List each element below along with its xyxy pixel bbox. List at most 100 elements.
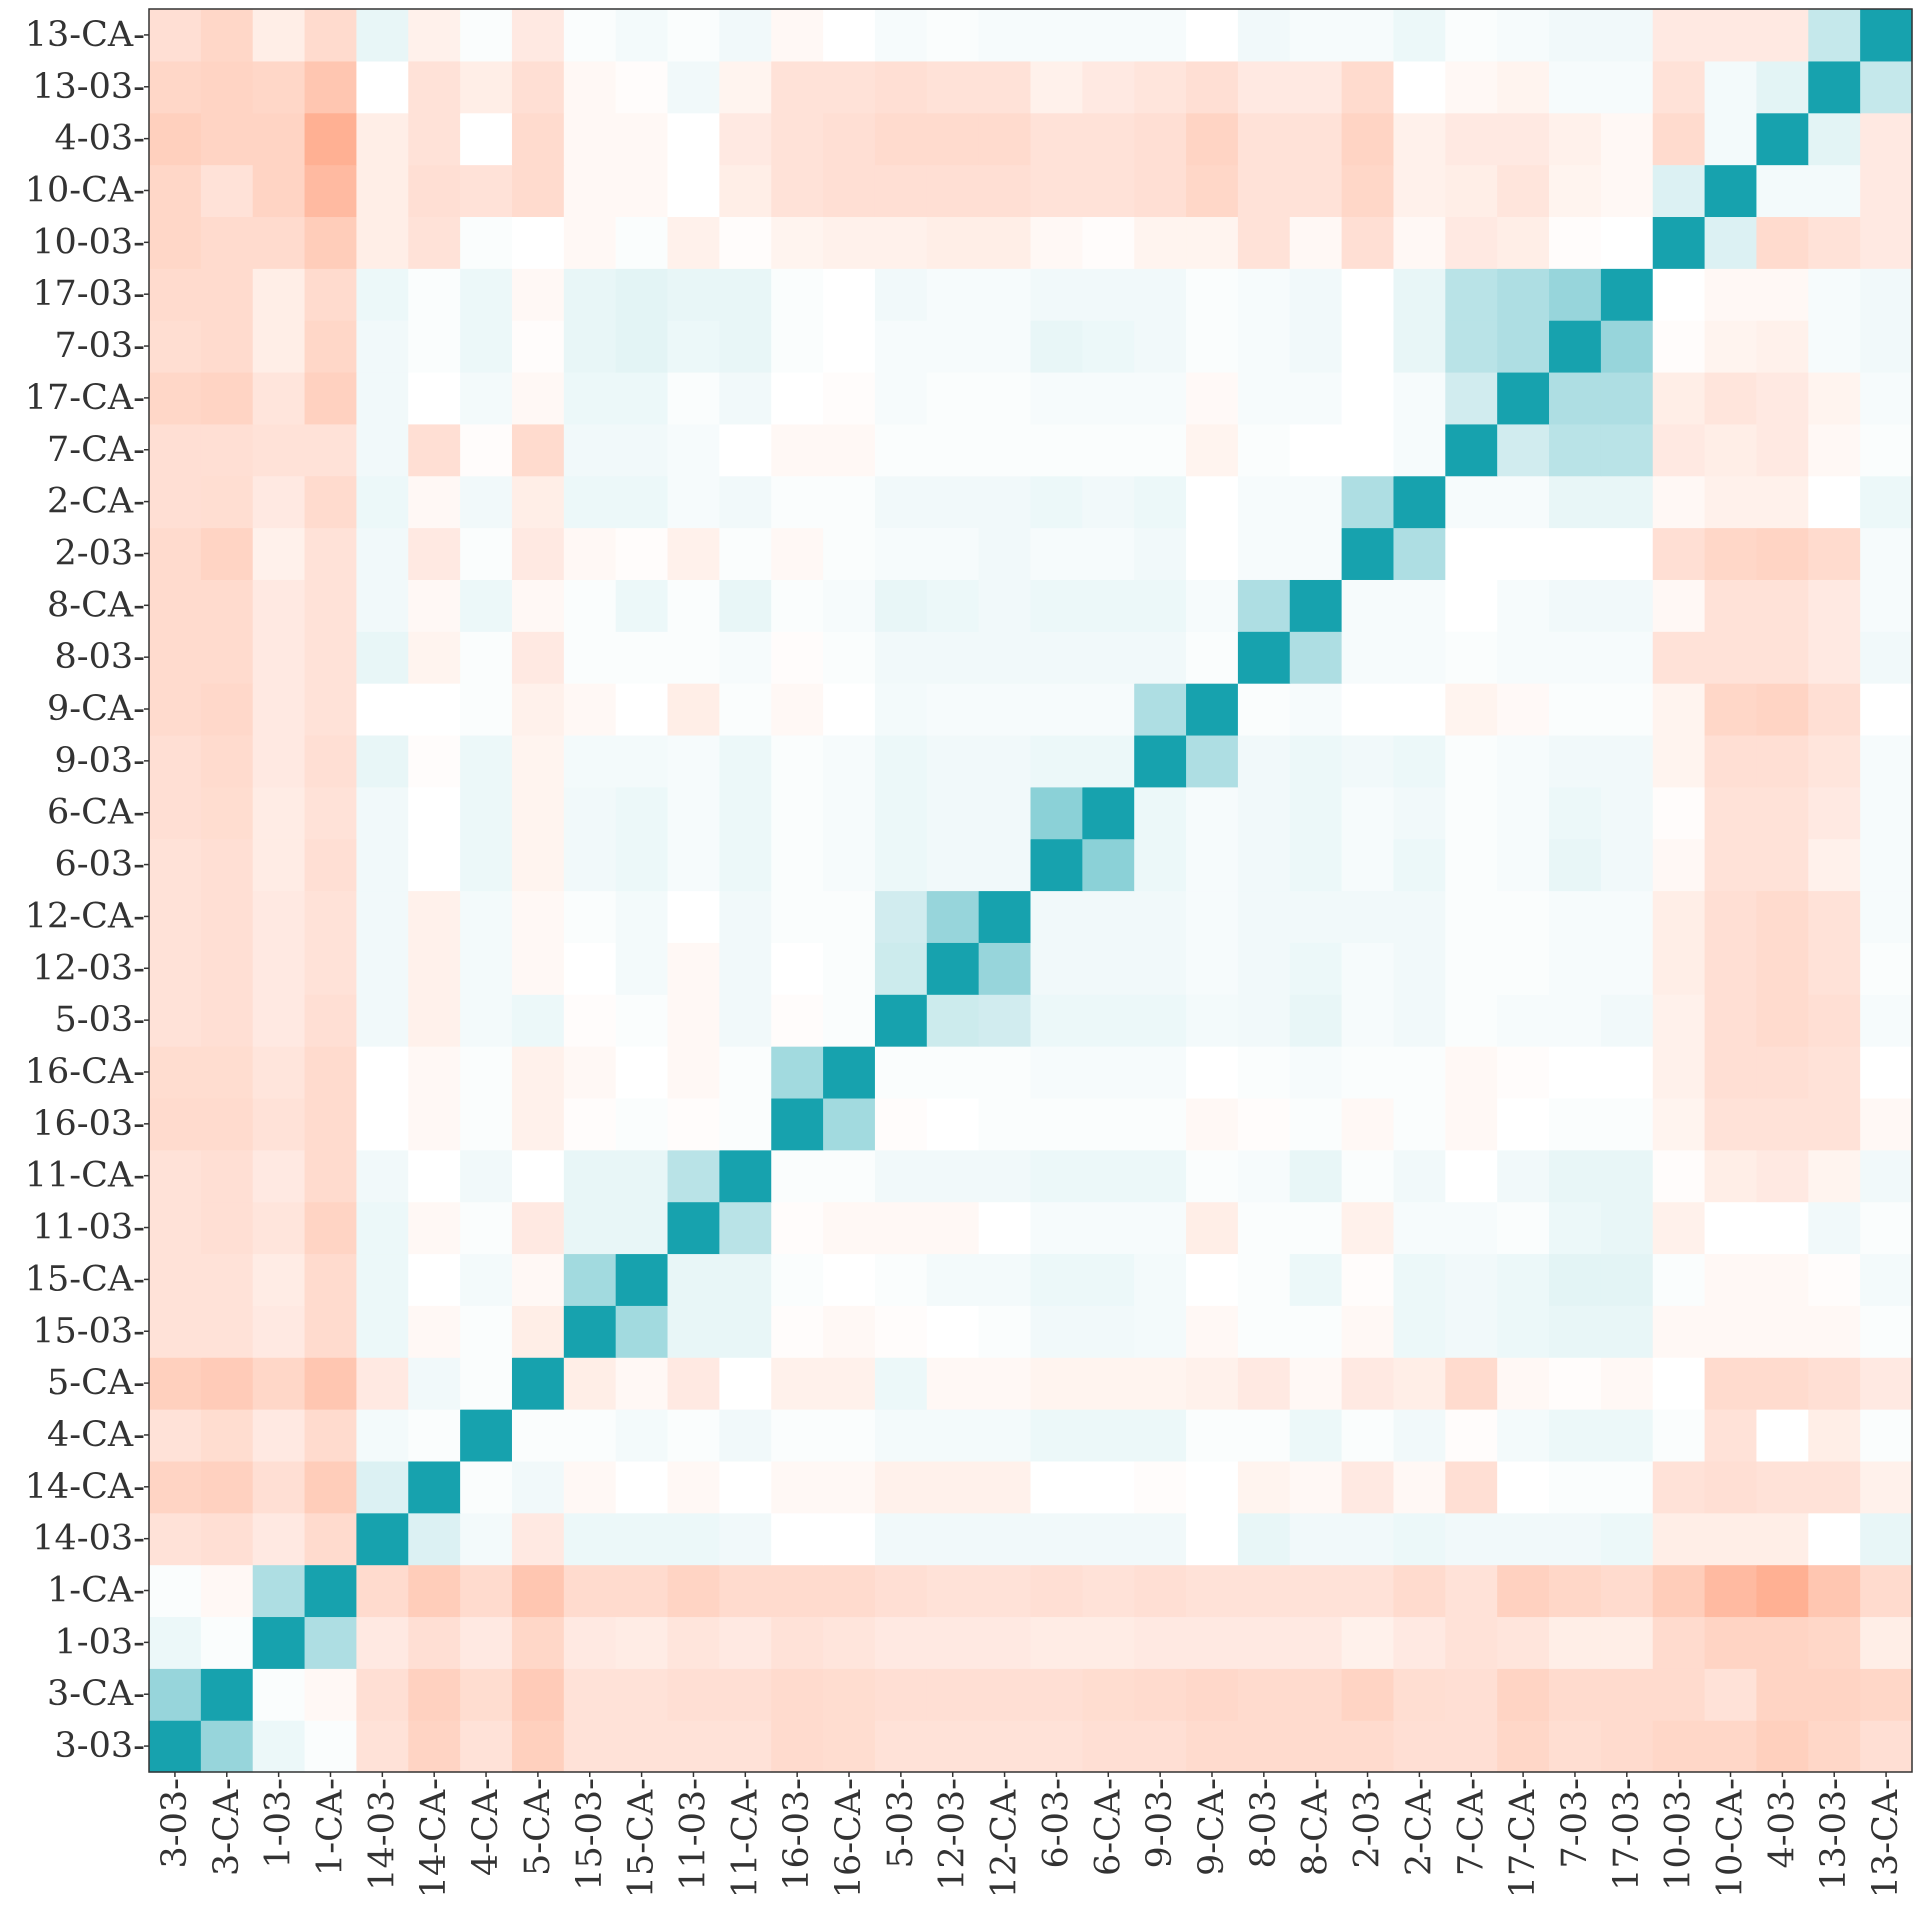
heatmap-cell [1134,371,1187,425]
heatmap-cell [874,994,928,1047]
heatmap-cell [408,1046,461,1099]
heatmap-cell [408,1253,461,1306]
heatmap-cell [1652,112,1706,166]
heatmap-cell [926,1201,980,1255]
heatmap-cell [926,112,980,166]
heatmap-cell [926,838,980,892]
heatmap-cell [719,942,772,995]
heatmap-cell [563,112,617,166]
heatmap-cell [1030,320,1083,373]
heatmap-cell [252,60,306,114]
heatmap-cell [1134,423,1187,477]
heatmap-cell [1549,786,1602,840]
heatmap-cell [1393,1149,1446,1203]
heatmap-cell [460,1097,513,1151]
x-tick-label: 12-03- [933,1778,973,1891]
heatmap-cell [200,734,254,788]
heatmap-cell [1497,942,1550,995]
heatmap-cell [460,164,513,218]
x-tick-label: 10-03- [1659,1778,1699,1891]
heatmap-cell [1341,1668,1395,1721]
heatmap-cell [511,1409,565,1462]
heatmap-cell [874,9,928,62]
heatmap-cell [460,1616,513,1669]
heatmap-cell [1134,579,1187,632]
heatmap-cell [1860,734,1913,788]
heatmap-cell [200,268,254,321]
heatmap-cell [1341,1201,1395,1255]
heatmap-cell [771,890,824,943]
heatmap-cell [719,1668,772,1721]
heatmap-cell [304,527,358,580]
heatmap-cell [1756,1564,1809,1618]
heatmap-cell [667,1720,720,1773]
heatmap-cell [1393,527,1446,580]
heatmap-cell [1600,320,1654,373]
heatmap-cell [1082,1046,1135,1099]
heatmap-cell [149,1409,202,1462]
heatmap-cell [1289,1201,1343,1255]
heatmap-cell [356,527,409,580]
heatmap-cell [667,1149,720,1203]
heatmap-cell [771,527,824,580]
heatmap-cell [1030,1564,1083,1618]
heatmap-cell [1289,1149,1343,1203]
heatmap-cell [1497,9,1550,62]
heatmap-cell [563,527,617,580]
heatmap-cell [667,1616,720,1669]
heatmap-cell [1030,734,1083,788]
heatmap-cell [823,942,876,995]
heatmap-cell [1860,1305,1913,1358]
heatmap-cell [1393,1201,1446,1255]
heatmap-cell [667,60,720,114]
heatmap-cell [1289,1720,1343,1773]
heatmap-cell [408,112,461,166]
heatmap-cell [200,1046,254,1099]
heatmap-cell [1652,890,1706,943]
heatmap-cell [1134,734,1187,788]
heatmap-cell [1237,1253,1291,1306]
heatmap-cell [1237,527,1291,580]
heatmap-cell [1445,1357,1498,1410]
heatmap-cell [1497,216,1550,269]
heatmap-cell [1652,1253,1706,1306]
heatmap-cell [1860,1616,1913,1669]
heatmap-cell [1030,1253,1083,1306]
heatmap-cell [408,1460,461,1514]
heatmap-cell [1082,942,1135,995]
heatmap-cell [719,1616,772,1669]
heatmap-cell [1237,475,1291,529]
heatmap-cell [1704,631,1758,684]
heatmap-cell [252,371,306,425]
heatmap-cell [1186,527,1239,580]
heatmap-cell [200,371,254,425]
heatmap-cell [874,60,928,114]
heatmap-cell [304,1201,358,1255]
heatmap-cell [1549,579,1602,632]
heatmap-cell [149,1253,202,1306]
heatmap-cell [615,1512,669,1566]
heatmap-cell [1030,112,1083,166]
heatmap-cell [1082,1097,1135,1151]
heatmap-cell [1549,527,1602,580]
heatmap-cell [771,683,824,736]
heatmap-cell [1134,1616,1187,1669]
heatmap-cell [1030,60,1083,114]
heatmap-cell [719,890,772,943]
heatmap-cell [1808,112,1861,166]
heatmap-cell [563,1305,617,1358]
heatmap-cell [304,1305,358,1358]
y-tick-label: 1-CA- [47,1571,145,1611]
heatmap-cell [1186,890,1239,943]
heatmap-cell [1808,9,1861,62]
heatmap-cell [304,838,358,892]
heatmap-cell [823,1149,876,1203]
heatmap-cell [460,423,513,477]
heatmap-cell [356,371,409,425]
x-tick-label: 13-03- [1814,1778,1854,1891]
heatmap-cell [408,371,461,425]
heatmap-cell [667,1564,720,1618]
heatmap-cell [1445,1201,1498,1255]
heatmap-cell [1289,216,1343,269]
heatmap-cell [1549,994,1602,1047]
